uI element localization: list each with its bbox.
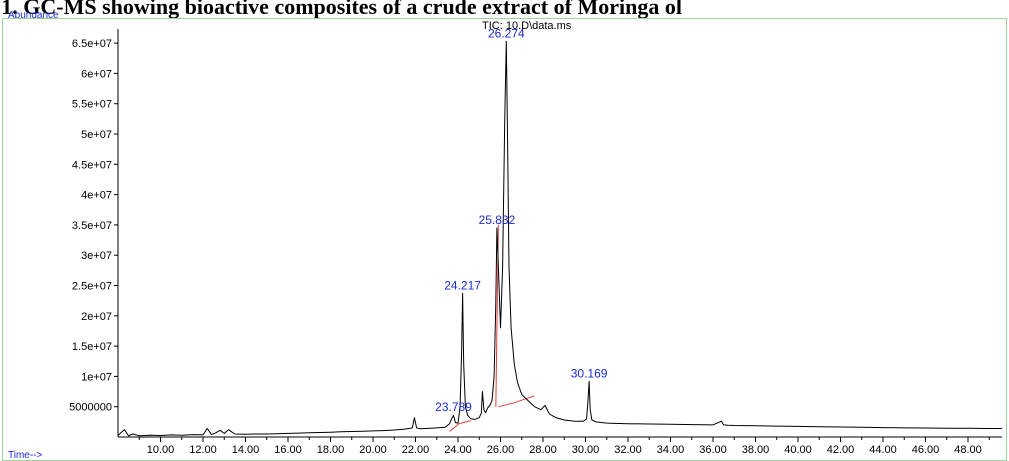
x-tick-label: 20.00 [359, 444, 387, 456]
integration-segment [449, 423, 460, 432]
x-tick-label: 14.00 [232, 444, 260, 456]
x-tick-label: 38.00 [742, 444, 770, 456]
peak-label: 24.217 [444, 278, 481, 292]
chart-title: TIC: 10.D\data.ms [482, 20, 572, 32]
x-tick-label: 36.00 [699, 444, 727, 456]
y-tick-label: 2e+07 [81, 311, 112, 323]
x-tick-label: 10.00 [147, 444, 175, 456]
x-tick-label: 40.00 [784, 444, 812, 456]
x-tick-label: 22.00 [402, 444, 430, 456]
x-tick-label: 16.00 [274, 444, 302, 456]
y-tick-label: 2.5e+07 [72, 281, 112, 293]
x-tick-label: 44.00 [869, 444, 897, 456]
x-tick-label: 24.00 [444, 444, 472, 456]
x-tick-label: 30.00 [572, 444, 600, 456]
peak-label: 25.832 [479, 213, 516, 227]
y-tick-label: 5000000 [69, 402, 112, 414]
x-tick-label: 12.00 [189, 444, 217, 456]
y-tick-label: 1e+07 [81, 371, 112, 383]
y-tick-label: 6e+07 [81, 68, 112, 80]
peak-label: 26.274 [488, 26, 525, 40]
peak-labels: 23.789 24.217 25.832 26.274 30.169 [435, 26, 608, 414]
x-tick-label: 32.00 [614, 444, 642, 456]
y-tick-label: 1.5e+07 [72, 341, 112, 353]
y-axis: 5000000 1e+07 1.5e+07 2e+07 2.5e+07 3e+07 3.5e… [69, 29, 119, 437]
x-tick-label: 28.00 [529, 444, 557, 456]
x-tick-label: 34.00 [657, 444, 685, 456]
y-tick-label: 4.5e+07 [72, 159, 112, 171]
y-tick-label: 3e+07 [81, 250, 112, 262]
y-axis-label: Abundance [8, 10, 59, 21]
page-title: e 1. GC-MS showing bioactive composites … [0, 0, 682, 19]
peak-label: 23.789 [435, 400, 472, 414]
y-tick-label: 4e+07 [81, 190, 112, 202]
peak-label: 30.169 [571, 366, 608, 380]
integration-segment [513, 395, 535, 404]
x-tick-label: 26.00 [487, 444, 515, 456]
tic-trace-line [117, 40, 1002, 437]
x-tick-label: 42.00 [827, 444, 855, 456]
y-tick-label: 5e+07 [81, 129, 112, 141]
integration-segment [458, 420, 471, 425]
integration-baselines [449, 224, 535, 432]
y-tick-label: 6.5e+07 [72, 38, 112, 50]
chart-frame [2, 18, 1007, 461]
y-tick-label: 5.5e+07 [72, 99, 112, 111]
x-axis: 10.00 12.00 14.00 16.00 18.00 20.00 22.00 24.00… [118, 436, 1002, 456]
y-tick-label: 3.5e+07 [72, 220, 112, 232]
x-tick-label: 48.00 [954, 444, 982, 456]
integration-segment [498, 402, 514, 408]
x-tick-label: 18.00 [317, 444, 345, 456]
x-axis-label: Time--> [8, 450, 43, 461]
x-tick-label: 46.00 [912, 444, 940, 456]
